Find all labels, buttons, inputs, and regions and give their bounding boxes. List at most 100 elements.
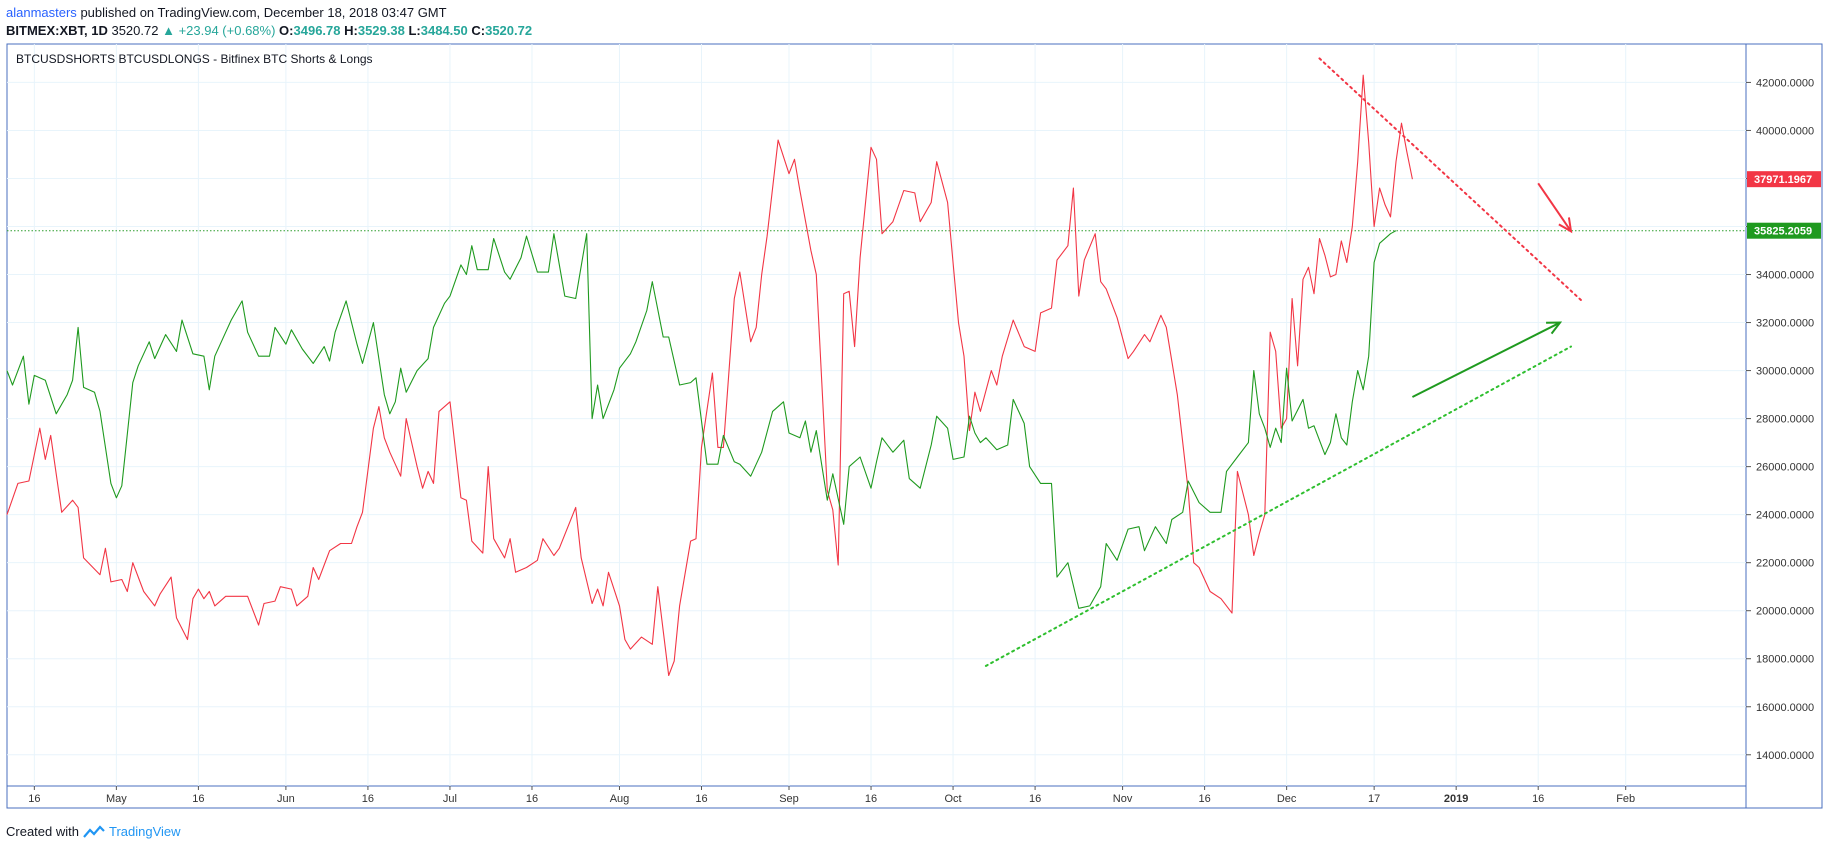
- data-point: [739, 272, 740, 273]
- data-point: [417, 466, 418, 467]
- data-point: [307, 596, 308, 597]
- data-point: [493, 538, 494, 539]
- data-point: [712, 372, 713, 373]
- x-tick-label: May: [106, 793, 127, 805]
- data-point: [1308, 267, 1309, 268]
- data-point: [460, 264, 461, 265]
- data-point: [488, 269, 489, 270]
- data-point: [1275, 428, 1276, 429]
- data-point: [1313, 293, 1314, 294]
- data-point: [181, 320, 182, 321]
- y-tick-label: 26000.0000: [1756, 462, 1814, 474]
- data-point: [985, 437, 986, 438]
- data-point: [1034, 351, 1035, 352]
- data-point: [1160, 315, 1161, 316]
- data-point: [810, 452, 811, 453]
- symbol-line: BITMEX:XBT, 1D 3520.72 ▲ +23.94 (+0.68%)…: [6, 22, 532, 40]
- data-point: [302, 348, 303, 349]
- data-point: [734, 298, 735, 299]
- data-point: [690, 382, 691, 383]
- data-point: [1051, 483, 1052, 484]
- data-point: [794, 159, 795, 160]
- data-point: [176, 351, 177, 352]
- data-point: [663, 336, 664, 337]
- data-point: [947, 428, 948, 429]
- data-point: [1363, 389, 1364, 390]
- data-point: [920, 221, 921, 222]
- data-point: [6, 514, 7, 515]
- data-point: [116, 497, 117, 498]
- data-point: [1292, 420, 1293, 421]
- data-point: [1199, 502, 1200, 503]
- data-point: [242, 300, 243, 301]
- author-link[interactable]: alanmasters: [6, 5, 77, 20]
- data-point: [832, 509, 833, 510]
- data-point: [515, 572, 516, 573]
- data-point: [488, 466, 489, 467]
- data-point: [788, 173, 789, 174]
- data-point: [849, 291, 850, 292]
- data-point: [1127, 528, 1128, 529]
- data-point: [154, 358, 155, 359]
- data-point: [1220, 598, 1221, 599]
- data-point: [384, 437, 385, 438]
- data-point: [613, 389, 614, 390]
- data-point: [1330, 442, 1331, 443]
- last-value-label: 35825.2059: [1754, 226, 1812, 238]
- data-point: [471, 540, 472, 541]
- data-point: [1248, 514, 1249, 515]
- close-label: C:: [471, 23, 486, 38]
- data-point: [963, 356, 964, 357]
- data-point: [903, 440, 904, 441]
- data-point: [1144, 550, 1145, 551]
- data-point: [668, 675, 669, 676]
- data-point: [324, 346, 325, 347]
- data-point: [236, 596, 237, 597]
- data-point: [619, 605, 620, 606]
- data-point: [1133, 351, 1134, 352]
- data-point: [723, 435, 724, 436]
- data-point: [510, 279, 511, 280]
- data-point: [788, 432, 789, 433]
- data-point: [1177, 394, 1178, 395]
- open-value: 3496.78: [293, 23, 341, 38]
- data-point: [67, 394, 68, 395]
- data-point: [564, 296, 565, 297]
- data-point: [209, 591, 210, 592]
- data-point: [1341, 240, 1342, 241]
- data-point: [1117, 317, 1118, 318]
- data-point: [1138, 526, 1139, 527]
- data-point: [597, 384, 598, 385]
- data-point: [466, 500, 467, 501]
- tradingview-brand[interactable]: TradingView: [108, 824, 181, 839]
- data-point: [110, 581, 111, 582]
- y-tick-label: 32000.0000: [1756, 318, 1814, 330]
- data-point: [504, 272, 505, 273]
- data-point: [1095, 233, 1096, 234]
- data-point: [1029, 466, 1030, 467]
- data-point: [143, 591, 144, 592]
- data-point: [1330, 276, 1331, 277]
- data-point: [1308, 428, 1309, 429]
- data-point: [1106, 543, 1107, 544]
- data-point: [810, 250, 811, 251]
- y-tick-label: 16000.0000: [1756, 702, 1814, 714]
- data-point: [695, 538, 696, 539]
- data-point: [1237, 456, 1238, 457]
- data-point: [592, 418, 593, 419]
- data-point: [526, 567, 527, 568]
- data-point: [1193, 562, 1194, 563]
- data-point: [373, 322, 374, 323]
- data-point: [559, 548, 560, 549]
- last-value-badge: [1747, 171, 1821, 188]
- data-point: [1237, 471, 1238, 472]
- data-point: [433, 483, 434, 484]
- data-point: [285, 344, 286, 345]
- data-point: [876, 159, 877, 160]
- data-point: [827, 490, 828, 491]
- data-point: [77, 327, 78, 328]
- data-point: [132, 562, 133, 563]
- x-tick-label: 16: [1532, 793, 1544, 805]
- x-tick-label: Dec: [1277, 793, 1297, 805]
